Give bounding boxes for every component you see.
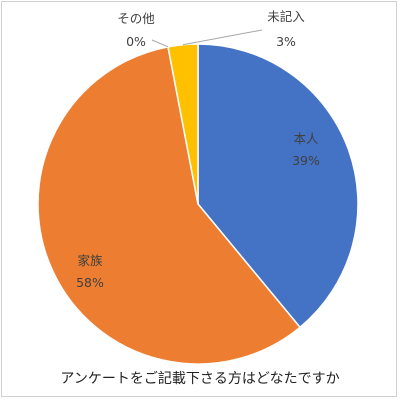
chart-title: アンケートをご記載下さる方はどなたですか [60, 371, 340, 387]
pie-slices [37, 43, 359, 365]
slice-label-value-1: 58% [76, 275, 104, 290]
leader-line-3 [182, 29, 263, 46]
slice-label-name-1: 家族 [77, 253, 103, 268]
slice-label-name-3: 未記入 [267, 9, 305, 24]
slice-label-value-3: 3% [276, 34, 296, 49]
slice-label-name-2: その他 [117, 11, 155, 26]
leader-line-2 [151, 39, 169, 48]
slice-label-name-0: 本人 [293, 131, 319, 146]
pie-slice-0 [197, 43, 359, 329]
leader-lines [151, 29, 263, 48]
slice-label-value-0: 39% [292, 153, 320, 168]
pie-slice-1 [37, 45, 302, 365]
slice-label-value-2: 0% [126, 34, 146, 49]
slice-labels: 本人 39% 家族 58% その他 0% 未記入 3% [76, 9, 320, 290]
